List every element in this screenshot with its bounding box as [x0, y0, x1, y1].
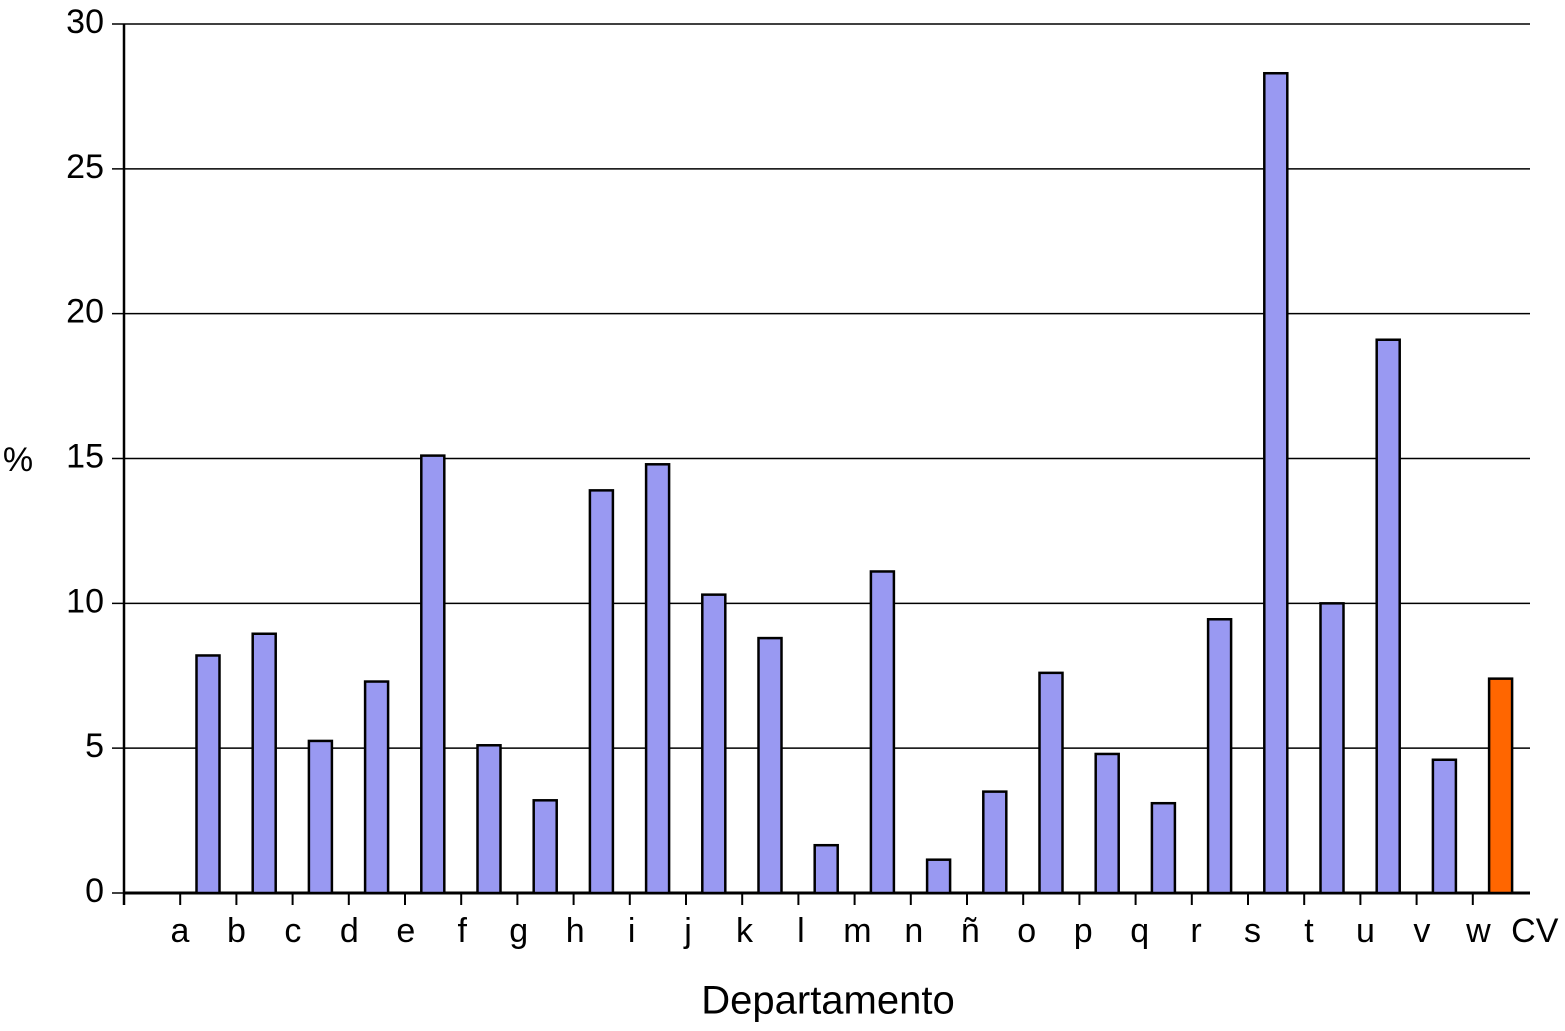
x-tick-label: c [284, 912, 301, 950]
x-tick-label: o [1017, 912, 1036, 950]
x-tick-label: r [1190, 912, 1201, 950]
x-tick-label: u [1356, 912, 1375, 950]
x-tick-label: t [1304, 912, 1314, 950]
x-tick-label: v [1413, 912, 1430, 950]
y-tick-label: 10 [66, 582, 104, 620]
y-axis-label: % [3, 441, 33, 479]
x-tick-label: w [1465, 912, 1491, 950]
bar [251, 632, 277, 895]
y-tick-label: 20 [66, 293, 104, 331]
bar [644, 463, 671, 895]
y-tick-label: 25 [66, 148, 104, 186]
bar [588, 489, 615, 895]
x-tick-label: q [1130, 912, 1149, 950]
x-tick-label: g [509, 912, 528, 950]
x-axis-label: Departamento [701, 979, 954, 1023]
bar [1206, 618, 1233, 895]
x-tick-label: k [736, 912, 754, 950]
y-tick-label: 15 [66, 437, 104, 475]
x-tick-label: ñ [961, 912, 980, 950]
y-tick-label: 0 [85, 872, 104, 910]
x-tick-label: m [843, 912, 871, 950]
y-tick-label: 5 [85, 727, 104, 765]
x-tick-label: p [1074, 912, 1093, 950]
bar [1038, 671, 1064, 895]
bar [1319, 602, 1345, 895]
x-tick-label: j [683, 912, 692, 950]
bar [701, 593, 727, 895]
bar [757, 636, 783, 895]
bar [195, 654, 221, 895]
x-tick-label: i [628, 912, 636, 950]
bar [420, 454, 446, 895]
x-tick-label: d [340, 912, 359, 950]
x-tick-label: b [227, 912, 246, 950]
bar [532, 799, 558, 895]
bar [813, 843, 839, 895]
bar [1487, 677, 1514, 895]
y-tick-label: 30 [66, 3, 104, 41]
bar [982, 790, 1008, 895]
x-tick-label: l [797, 912, 805, 950]
x-tick-label: CV [1511, 912, 1559, 950]
bar [476, 744, 502, 895]
x-tick-label: h [566, 912, 585, 950]
bar [1150, 801, 1177, 895]
x-tick-label: s [1244, 912, 1261, 950]
bar [925, 858, 952, 895]
bar [307, 739, 334, 895]
bar [1431, 758, 1458, 895]
bar [1094, 752, 1120, 895]
bar [1375, 338, 1401, 895]
bar [1263, 71, 1289, 895]
x-tick-label: e [396, 912, 415, 950]
bar [363, 680, 390, 895]
x-tick-label: a [171, 912, 190, 950]
x-tick-label: f [458, 912, 468, 950]
x-tick-label: n [904, 912, 923, 950]
bar [869, 570, 896, 895]
